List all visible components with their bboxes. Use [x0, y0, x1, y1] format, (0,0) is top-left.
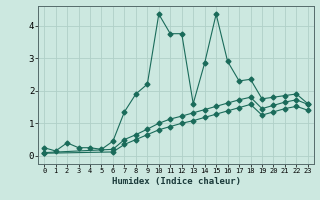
X-axis label: Humidex (Indice chaleur): Humidex (Indice chaleur) [111, 177, 241, 186]
